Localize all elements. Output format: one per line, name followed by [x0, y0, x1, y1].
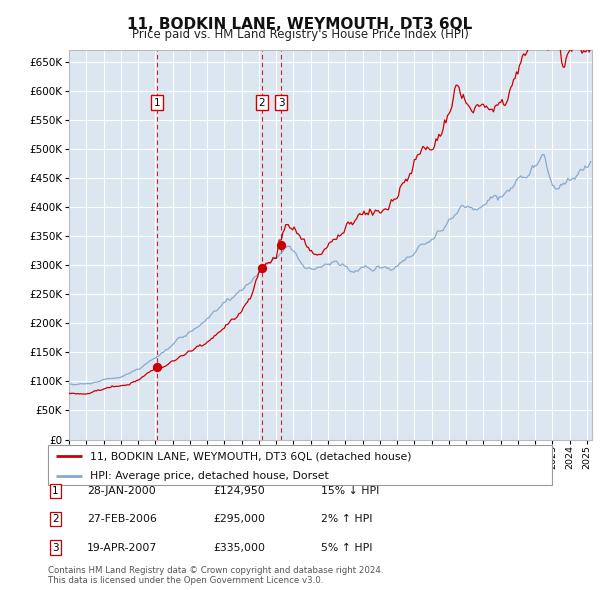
Text: 1: 1: [52, 486, 59, 496]
FancyBboxPatch shape: [48, 445, 552, 485]
Text: 3: 3: [52, 543, 59, 552]
Point: [152, 362, 161, 372]
Text: 2% ↑ HPI: 2% ↑ HPI: [321, 514, 373, 524]
Text: £295,000: £295,000: [213, 514, 265, 524]
Text: 15% ↓ HPI: 15% ↓ HPI: [321, 486, 379, 496]
Text: 5% ↑ HPI: 5% ↑ HPI: [321, 543, 373, 552]
Text: £335,000: £335,000: [213, 543, 265, 552]
Text: 2: 2: [52, 514, 59, 524]
Text: 28-JAN-2000: 28-JAN-2000: [87, 486, 156, 496]
Text: Price paid vs. HM Land Registry's House Price Index (HPI): Price paid vs. HM Land Registry's House …: [131, 28, 469, 41]
Point: [257, 263, 266, 273]
Text: 2: 2: [259, 98, 265, 108]
Text: 3: 3: [278, 98, 285, 108]
Text: 19-APR-2007: 19-APR-2007: [87, 543, 157, 552]
Text: 27-FEB-2006: 27-FEB-2006: [87, 514, 157, 524]
Text: 11, BODKIN LANE, WEYMOUTH, DT3 6QL (detached house): 11, BODKIN LANE, WEYMOUTH, DT3 6QL (deta…: [90, 451, 412, 461]
Text: This data is licensed under the Open Government Licence v3.0.: This data is licensed under the Open Gov…: [48, 576, 323, 585]
Text: £124,950: £124,950: [213, 486, 265, 496]
Text: HPI: Average price, detached house, Dorset: HPI: Average price, detached house, Dors…: [90, 471, 329, 481]
Text: 11, BODKIN LANE, WEYMOUTH, DT3 6QL: 11, BODKIN LANE, WEYMOUTH, DT3 6QL: [127, 17, 473, 31]
Point: [277, 240, 286, 250]
Text: Contains HM Land Registry data © Crown copyright and database right 2024.: Contains HM Land Registry data © Crown c…: [48, 566, 383, 575]
Text: 1: 1: [154, 98, 160, 108]
